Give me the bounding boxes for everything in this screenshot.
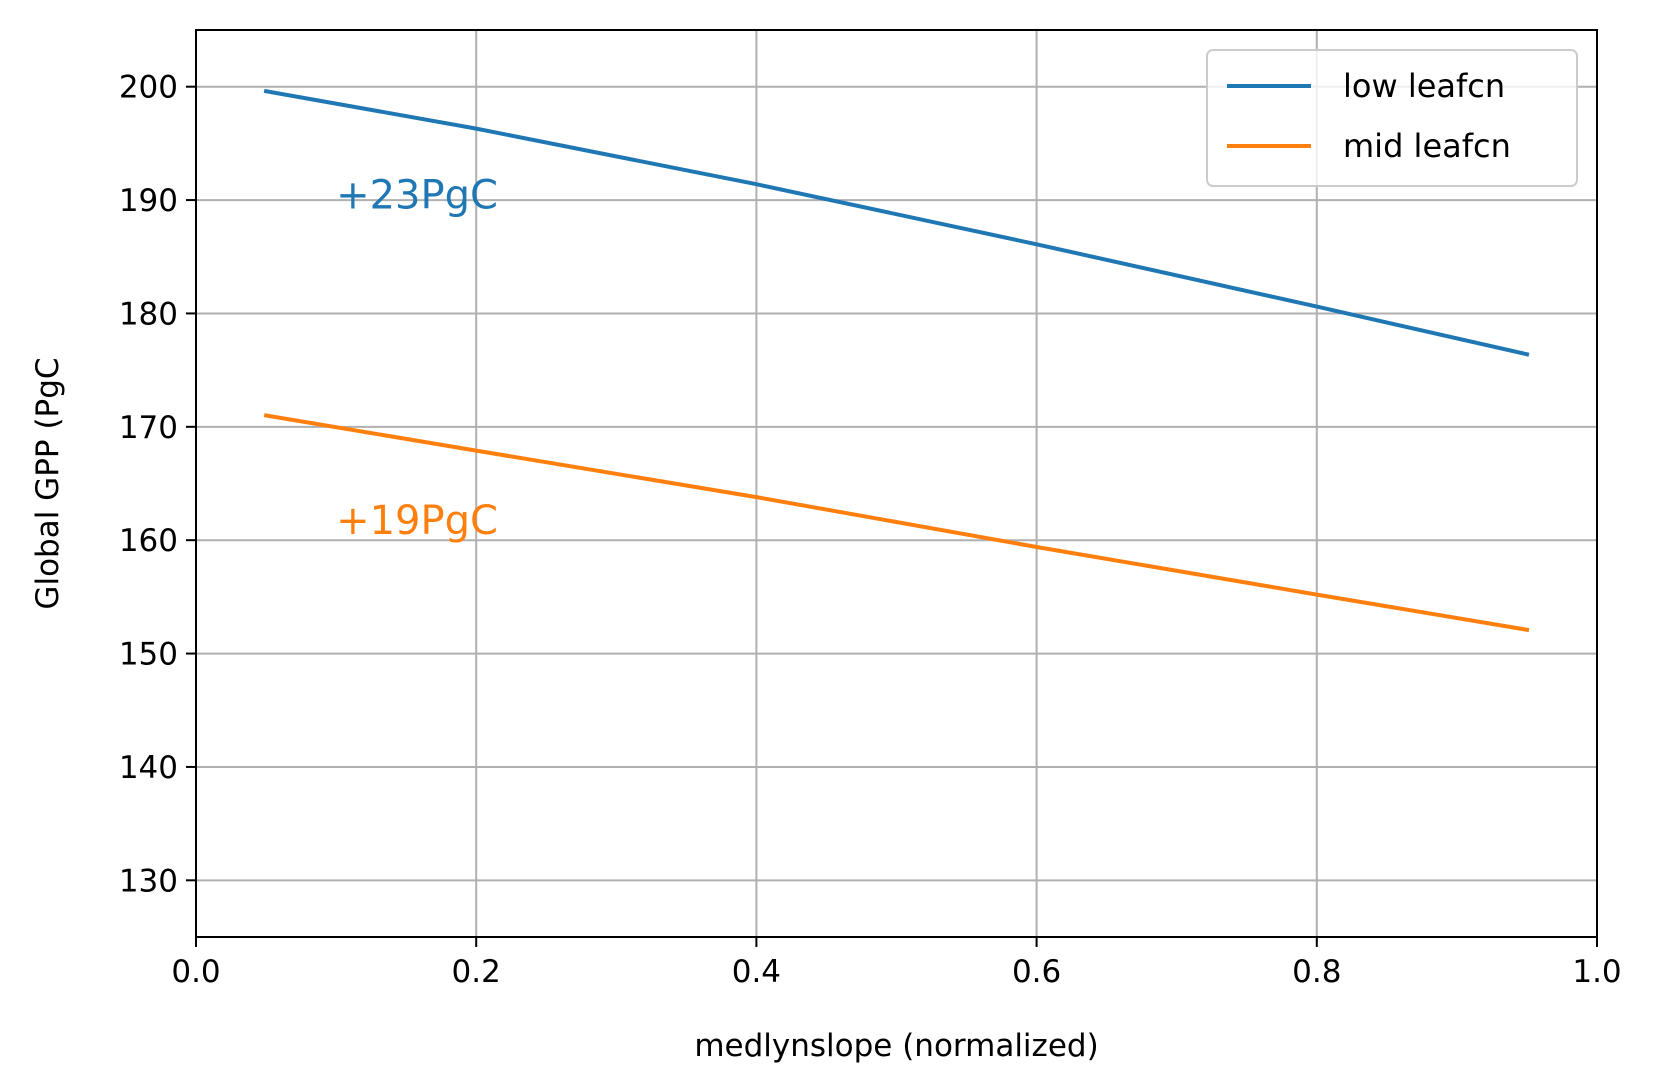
- x-axis-label: medlynslope (normalized): [694, 1028, 1098, 1064]
- x-tick-label: 0.6: [1012, 954, 1061, 990]
- x-tick-label: 0.0: [171, 954, 220, 990]
- series-line-1: [263, 88, 1530, 357]
- x-tick-label: 1.0: [1572, 954, 1621, 990]
- grid: [195, 30, 1598, 937]
- legend-label-2: mid leafcn: [1343, 127, 1511, 165]
- y-tick-label: 150: [119, 637, 178, 673]
- x-axis: 0.0 0.2 0.4 0.6 0.8 1.0: [171, 937, 1622, 990]
- x-tick-label: 0.2: [452, 954, 501, 990]
- series-lines: [263, 88, 1530, 633]
- x-tick-label: 0.4: [732, 954, 781, 990]
- y-axis-label: Global GPP (PgC: [30, 357, 66, 609]
- plot-frame: [195, 29, 1598, 938]
- y-tick-label: 200: [119, 70, 178, 106]
- y-tick-label: 190: [119, 183, 178, 219]
- annotation-label-2: +19PgC: [336, 498, 498, 544]
- legend: low leafcn mid leafcn: [1206, 49, 1578, 187]
- y-tick-label: 160: [119, 523, 178, 559]
- x-tick-label: 0.8: [1292, 954, 1341, 990]
- y-tick-label: 180: [119, 296, 178, 332]
- y-tick-label: 130: [119, 863, 178, 899]
- series-line-2: [263, 413, 1530, 633]
- y-tick-label: 140: [119, 750, 178, 786]
- y-tick-label: 170: [119, 410, 178, 446]
- legend-label-1: low leafcn: [1343, 67, 1505, 105]
- annotations: +23PgC +19PgC: [336, 172, 498, 543]
- annotation-label-1: +23PgC: [336, 172, 498, 218]
- y-axis: 130 140 150 160 170 180 190 200: [119, 70, 196, 899]
